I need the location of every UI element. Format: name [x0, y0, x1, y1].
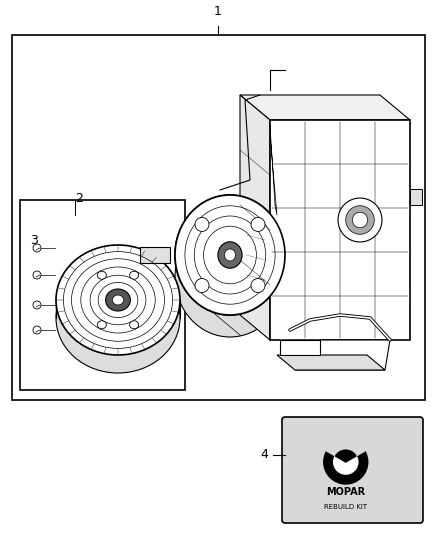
- Ellipse shape: [175, 195, 285, 315]
- Ellipse shape: [130, 321, 138, 329]
- Ellipse shape: [113, 295, 124, 305]
- Circle shape: [251, 279, 265, 293]
- Text: 4: 4: [260, 448, 268, 462]
- Polygon shape: [240, 95, 410, 120]
- Polygon shape: [270, 120, 410, 340]
- Text: 3: 3: [30, 233, 38, 246]
- Wedge shape: [326, 440, 365, 462]
- Bar: [410, 189, 422, 205]
- Circle shape: [33, 301, 41, 309]
- Circle shape: [251, 217, 265, 231]
- Ellipse shape: [225, 249, 236, 261]
- Polygon shape: [290, 340, 390, 370]
- Circle shape: [195, 279, 209, 293]
- Polygon shape: [240, 95, 270, 340]
- Circle shape: [33, 244, 41, 252]
- Text: 1: 1: [214, 5, 222, 18]
- Bar: [12, 35, 425, 400]
- Circle shape: [346, 206, 374, 235]
- Ellipse shape: [56, 245, 180, 355]
- Circle shape: [33, 271, 41, 279]
- Wedge shape: [336, 450, 356, 462]
- Circle shape: [352, 212, 367, 228]
- Text: 2: 2: [75, 192, 83, 205]
- Circle shape: [334, 450, 358, 474]
- Text: MOPAR: MOPAR: [326, 487, 365, 497]
- Ellipse shape: [56, 263, 180, 373]
- Bar: [20, 200, 185, 390]
- Circle shape: [324, 440, 368, 484]
- Polygon shape: [280, 340, 320, 355]
- Ellipse shape: [218, 242, 242, 268]
- Ellipse shape: [175, 217, 285, 337]
- Polygon shape: [277, 355, 385, 370]
- Ellipse shape: [106, 289, 131, 311]
- Ellipse shape: [130, 271, 138, 279]
- FancyBboxPatch shape: [282, 417, 423, 523]
- Ellipse shape: [97, 321, 106, 329]
- Polygon shape: [140, 247, 170, 263]
- Ellipse shape: [175, 195, 285, 315]
- Circle shape: [195, 217, 209, 231]
- Text: REBUILD KIT: REBUILD KIT: [324, 504, 367, 510]
- Circle shape: [338, 198, 382, 242]
- Polygon shape: [270, 125, 277, 215]
- Ellipse shape: [97, 271, 106, 279]
- Circle shape: [33, 326, 41, 334]
